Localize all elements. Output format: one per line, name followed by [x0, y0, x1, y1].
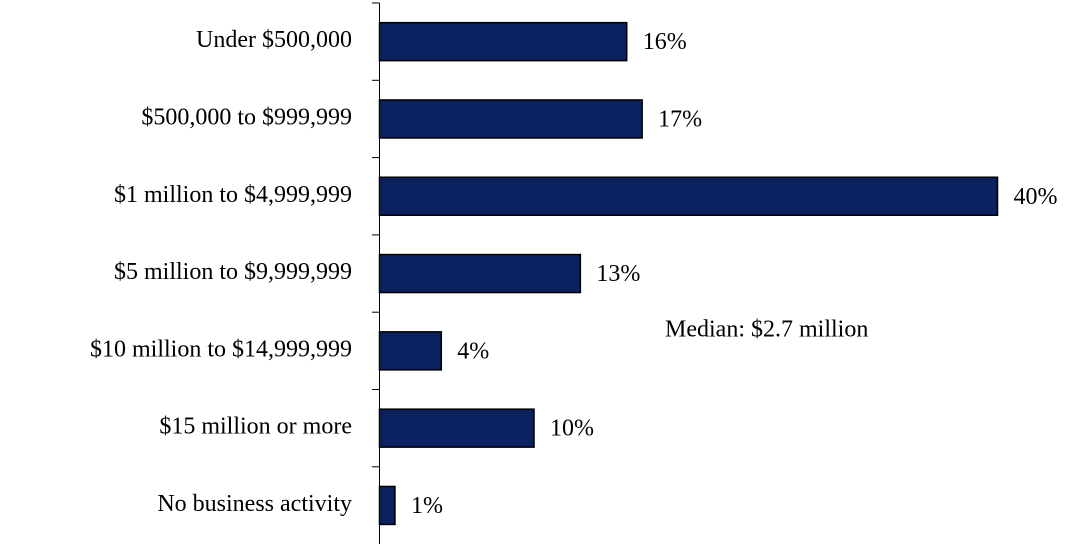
bar — [378, 99, 643, 139]
annotation: Median: $2.7 million — [665, 317, 868, 343]
data-label: 16% — [643, 29, 687, 55]
bar — [378, 331, 443, 371]
data-label: 17% — [658, 106, 702, 132]
bar — [378, 485, 396, 526]
y-tick-label: Under $500,000 — [196, 27, 352, 53]
y-tick-label: $15 million or more — [159, 414, 352, 440]
data-label: 40% — [1014, 184, 1058, 210]
y-tick-label: $1 million to $4,999,999 — [114, 182, 352, 208]
y-tick-label: $5 million to $9,999,999 — [114, 259, 352, 285]
bar — [378, 253, 582, 294]
y-tick-label: No business activity — [157, 491, 352, 517]
data-label: 10% — [550, 416, 594, 442]
bar — [378, 21, 628, 62]
bar — [378, 408, 535, 448]
y-tick-label: $10 million to $14,999,999 — [90, 336, 352, 362]
data-label: 4% — [457, 338, 489, 364]
data-label: 1% — [411, 493, 443, 519]
bar — [378, 176, 999, 216]
y-tick-label: $500,000 to $999,999 — [141, 104, 352, 130]
data-label: 13% — [596, 261, 640, 287]
